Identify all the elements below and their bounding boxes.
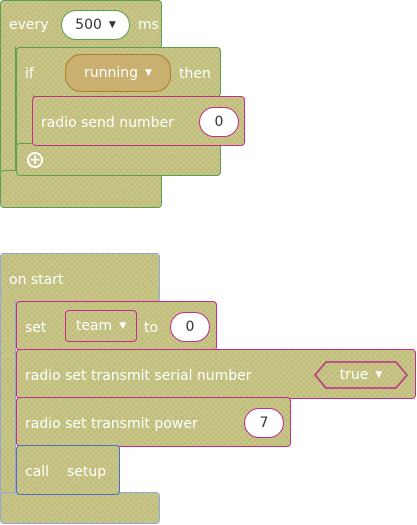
on-start-arm	[0, 301, 16, 494]
every-block-footer	[0, 170, 162, 208]
variable-dropdown[interactable]: team ▼	[65, 310, 137, 342]
radio-send-number-block[interactable]: radio send number 0	[32, 96, 245, 146]
serial-number-label: radio set transmit serial number	[25, 368, 252, 384]
condition-dropdown[interactable]: running ▼	[65, 54, 171, 92]
then-label: then	[179, 66, 211, 82]
transmit-power-label: radio set transmit power	[25, 416, 198, 432]
power-value-field[interactable]: 7	[244, 408, 284, 438]
to-label: to	[144, 320, 159, 336]
add-icon[interactable]: +	[27, 152, 43, 168]
serial-value-dropdown[interactable]: true ▼	[314, 361, 408, 389]
send-value-field[interactable]: 0	[199, 107, 239, 137]
if-block-header[interactable]: if running ▼ then	[16, 47, 221, 97]
send-value: 0	[214, 114, 224, 130]
every-block-header[interactable]: every 500 ▼ ms	[0, 0, 162, 49]
transmit-power-block[interactable]: radio set transmit power 7	[16, 397, 291, 447]
call-label: call	[25, 464, 50, 480]
set-value: 0	[185, 319, 195, 335]
variable-name: team	[75, 318, 113, 334]
on-start-header[interactable]: on start	[0, 253, 160, 303]
on-start-footer	[0, 492, 160, 524]
call-function-block[interactable]: call setup	[16, 445, 120, 495]
if-block-footer: +	[16, 143, 221, 176]
set-value-field[interactable]: 0	[170, 312, 210, 342]
unit-label: ms	[138, 17, 159, 33]
condition-value: running	[84, 65, 139, 81]
chevron-down-icon: ▼	[119, 320, 127, 331]
every-block-arm	[0, 47, 16, 172]
serial-value: true	[339, 367, 369, 383]
chevron-down-icon: ▼	[375, 369, 383, 380]
interval-value: 500	[75, 17, 102, 33]
on-start-label: on start	[9, 272, 64, 288]
chevron-down-icon: ▼	[145, 67, 152, 78]
if-label: if	[25, 66, 34, 82]
every-label: every	[9, 17, 49, 33]
set-label: set	[25, 320, 47, 336]
interval-dropdown[interactable]: 500 ▼	[61, 10, 130, 40]
radio-send-number-label: radio send number	[41, 115, 174, 131]
set-variable-block[interactable]: set team ▼ to 0	[16, 301, 217, 351]
hexagon-shape	[314, 361, 408, 389]
chevron-down-icon: ▼	[108, 19, 116, 30]
serial-number-block[interactable]: radio set transmit serial number true ▼	[16, 349, 416, 399]
power-value: 7	[259, 415, 269, 431]
function-name: setup	[67, 464, 107, 480]
